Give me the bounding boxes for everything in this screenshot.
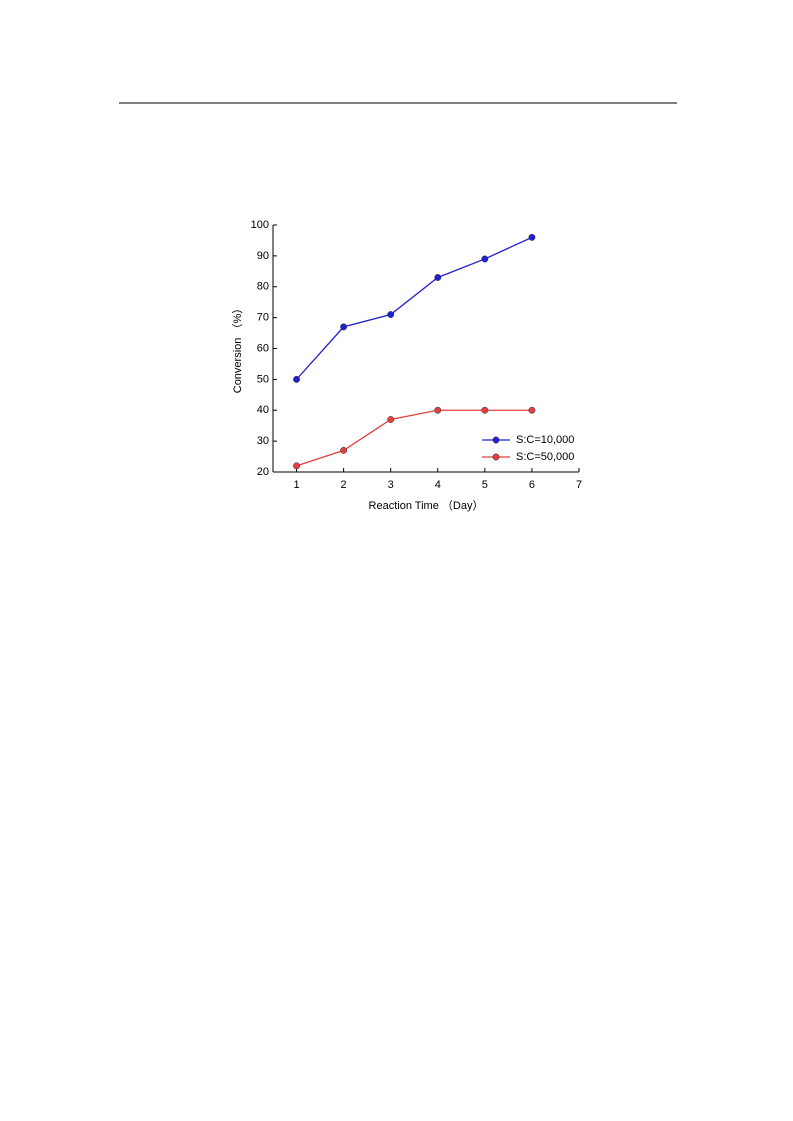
- y-tick-label: 60: [257, 342, 269, 354]
- y-axis-label: Conversion （%）: [231, 303, 244, 393]
- x-tick-label: 3: [388, 479, 394, 491]
- x-axis-label: Reaction Time （Day）: [369, 499, 484, 512]
- y-tick-label: 50: [257, 373, 269, 385]
- x-tick-label: 4: [435, 479, 441, 491]
- data-point: [481, 406, 489, 414]
- y-tick-label: 70: [257, 312, 269, 324]
- x-tick-label: 6: [529, 479, 535, 491]
- series-line: [296, 409, 532, 467]
- data-point: [293, 462, 300, 470]
- x-tick-label: 2: [341, 479, 347, 491]
- data-point: [340, 323, 348, 331]
- data-point: [481, 255, 489, 263]
- data-point: [387, 311, 395, 318]
- legend-label: S:C=10,000: [516, 434, 574, 446]
- y-tick-label: 40: [257, 404, 269, 416]
- y-tick-label: 30: [257, 435, 269, 447]
- data-point: [434, 274, 442, 281]
- data-point: [528, 233, 536, 241]
- data-point: [340, 446, 348, 454]
- legend-marker: [492, 453, 500, 461]
- x-tick-label: 5: [482, 479, 488, 491]
- y-tick-label: 80: [257, 281, 269, 293]
- y-tick-label: 20: [257, 466, 269, 478]
- data-point: [434, 406, 442, 414]
- y-tick-label: 100: [251, 219, 269, 231]
- legend-label: S:C=50,000: [516, 451, 574, 463]
- legend-marker: [492, 436, 500, 444]
- x-tick-label: 1: [293, 479, 299, 491]
- x-tick-label: 7: [576, 479, 582, 491]
- y-tick-label: 90: [257, 250, 269, 262]
- data-point: [528, 406, 536, 414]
- data-point: [387, 416, 395, 423]
- series-line: [296, 236, 533, 380]
- data-point: [293, 375, 300, 383]
